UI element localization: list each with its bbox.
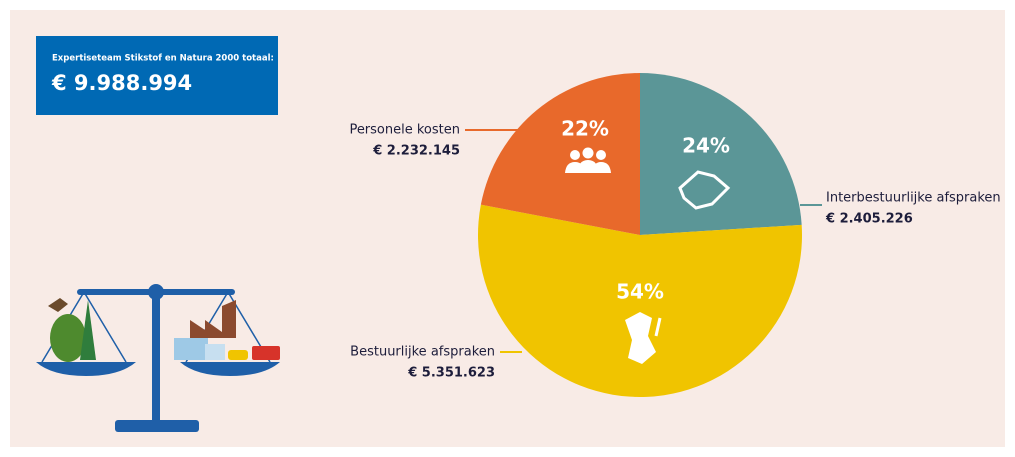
category-label: Personele kosten	[349, 123, 460, 138]
pie-slice	[640, 73, 802, 235]
category-label: Interbestuurlijke afspraken	[826, 191, 1001, 206]
labels: 24% Interbestuurlijke afspraken € 2.405.22…	[349, 117, 1000, 381]
percent-label: 24%	[682, 134, 730, 158]
pie-slice	[480, 73, 640, 235]
amount-label: € 2.232.145	[372, 144, 460, 159]
pie-slice	[478, 204, 803, 397]
pie	[478, 73, 803, 397]
percent-label: 22%	[561, 117, 609, 141]
total-amount: € 9.988.994	[51, 71, 192, 95]
amount-label: € 5.351.623	[407, 366, 495, 381]
amount-label: € 2.405.226	[825, 212, 913, 227]
pie-icons	[565, 147, 731, 364]
total-title: Expertiseteam Stikstof en Natura 2000 to…	[52, 54, 274, 64]
scale-illustration	[36, 284, 280, 432]
category-label: Bestuurlijke afspraken	[350, 345, 495, 360]
total-box	[36, 36, 278, 115]
percent-label: 54%	[616, 280, 664, 304]
